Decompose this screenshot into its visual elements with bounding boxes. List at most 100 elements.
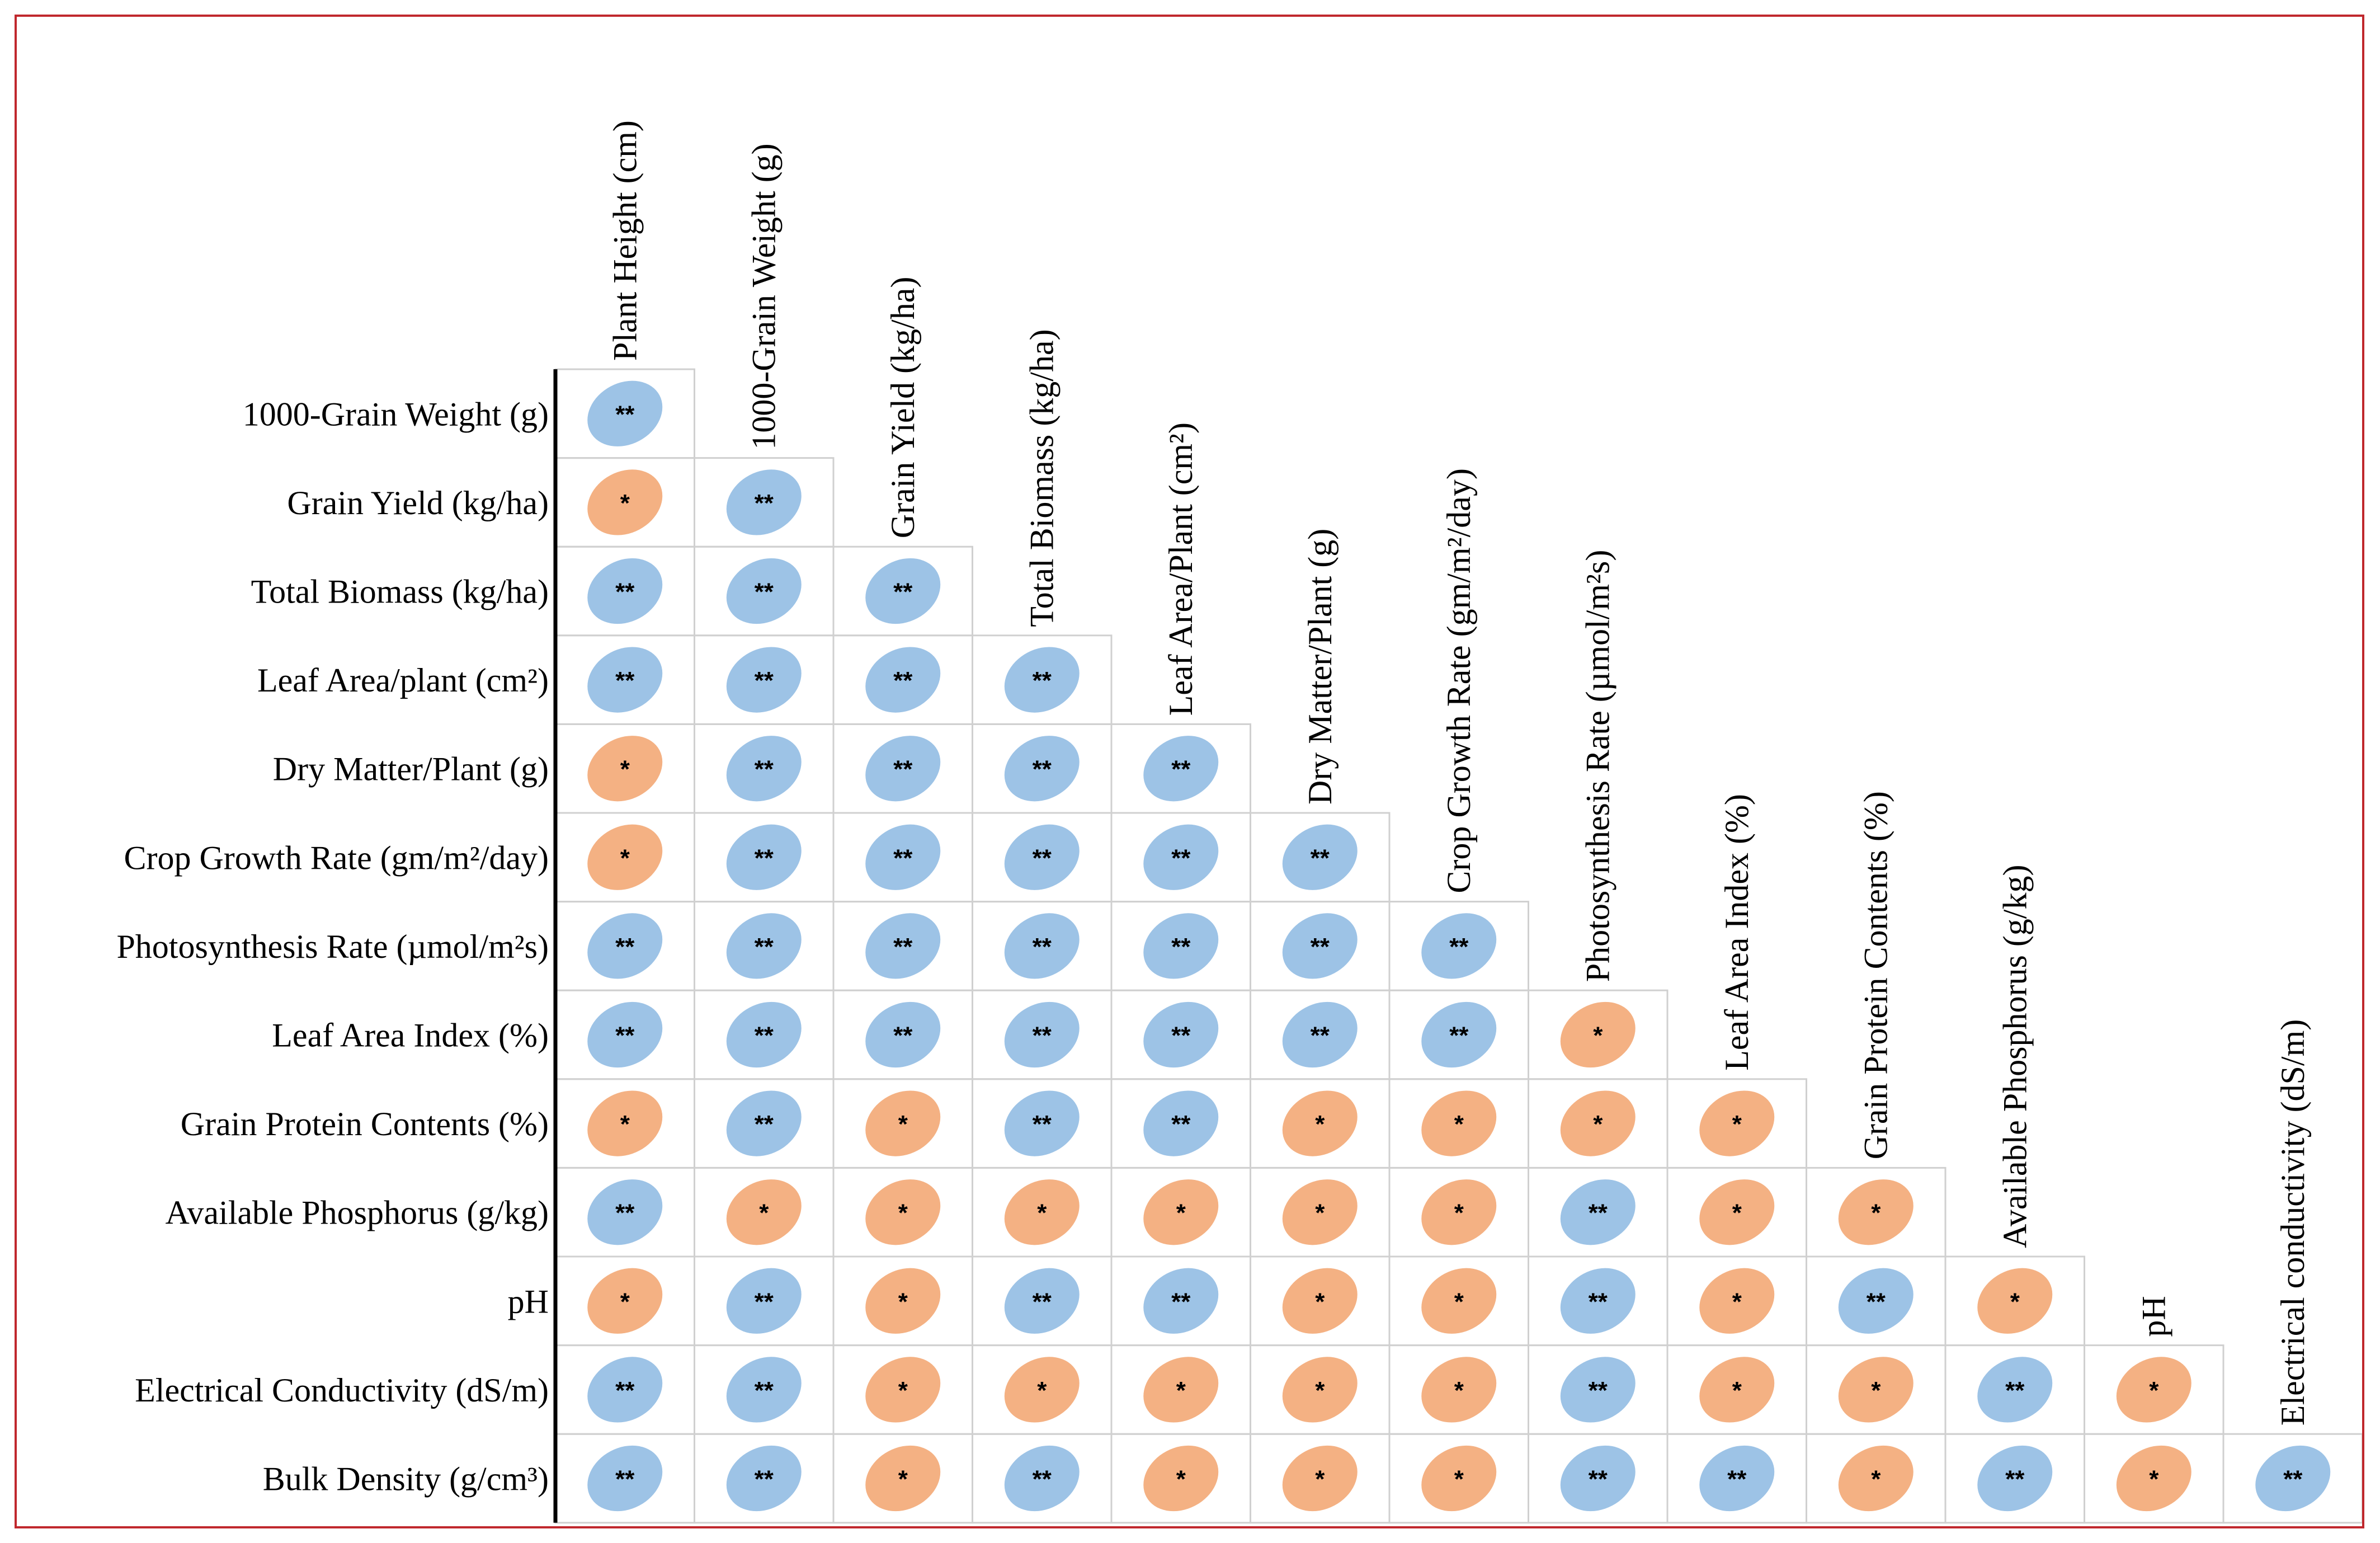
column-label: Plant Height (cm) [606, 120, 643, 361]
column-label: Grain Protein Contents (%) [1858, 791, 1894, 1159]
significance-mark: * [1454, 1288, 1464, 1315]
significance-mark: ** [1867, 1288, 1886, 1315]
row-label: Crop Growth Rate (gm/m²/day) [124, 839, 549, 876]
correlation-ellipse-blue [726, 913, 802, 979]
significance-mark: ** [755, 578, 774, 606]
correlation-ellipse-blue [1143, 913, 1219, 979]
row-label: pH [508, 1283, 549, 1320]
significance-mark: ** [1171, 756, 1191, 783]
correlation-ellipse-orange [587, 1268, 663, 1334]
row-label: Grain Yield (kg/ha) [287, 484, 549, 521]
correlation-ellipse-orange [1560, 1090, 1636, 1156]
column-label: Grain Yield (kg/ha) [884, 277, 921, 539]
correlation-ellipse-orange [1838, 1357, 1914, 1423]
significance-mark: ** [755, 844, 774, 872]
correlation-ellipse-blue [726, 1357, 802, 1423]
significance-mark: * [1732, 1288, 1742, 1315]
correlation-ellipse-blue [865, 558, 941, 624]
correlation-ellipse-blue [1838, 1268, 1914, 1334]
correlation-ellipse-blue [865, 647, 941, 713]
significance-mark: ** [1589, 1288, 1608, 1315]
row-label: Electrical Conductivity (dS/m) [135, 1372, 549, 1409]
row-label: Dry Matter/Plant (g) [273, 751, 549, 788]
correlation-ellipse-blue [726, 469, 802, 535]
significance-mark: * [898, 1288, 908, 1315]
correlation-ellipse-orange [865, 1268, 941, 1334]
significance-mark: ** [1449, 1022, 1469, 1050]
significance-mark: * [1732, 1111, 1742, 1138]
significance-mark: ** [1727, 1466, 1747, 1493]
significance-mark: ** [1033, 1022, 1052, 1050]
correlation-ellipse-blue [587, 647, 663, 713]
significance-mark: * [2010, 1288, 2020, 1315]
correlation-ellipse-orange [587, 736, 663, 802]
significance-mark: ** [615, 933, 635, 961]
correlation-ellipse-blue [726, 1268, 802, 1334]
significance-mark: * [1176, 1199, 1186, 1227]
correlation-ellipse-orange [1421, 1445, 1497, 1512]
row-label: Available Phosphorus (g/kg) [166, 1194, 549, 1231]
significance-mark: * [1454, 1466, 1464, 1493]
correlation-ellipse-blue [587, 1357, 663, 1423]
correlation-ellipse-blue [726, 1090, 802, 1156]
correlation-ellipse-blue [1560, 1268, 1636, 1334]
significance-mark: ** [1171, 1288, 1191, 1315]
correlation-ellipse-orange [587, 1090, 663, 1156]
correlation-ellipse-orange [1699, 1268, 1775, 1334]
significance-mark: ** [615, 578, 635, 606]
correlation-ellipse-blue [1143, 736, 1219, 802]
significance-mark: * [1732, 1377, 1742, 1404]
significance-mark: * [1037, 1199, 1047, 1227]
significance-mark: ** [1033, 844, 1052, 872]
correlation-ellipse-blue [1560, 1357, 1636, 1423]
significance-mark: ** [755, 490, 774, 517]
correlation-ellipse-orange [1699, 1179, 1775, 1245]
column-label: Photosynthesis Rate (µmol/m²s) [1580, 550, 1616, 982]
correlation-ellipse-orange [1282, 1090, 1358, 1156]
significance-mark: * [898, 1377, 908, 1404]
significance-mark: * [620, 844, 630, 872]
correlation-ellipse-blue [1560, 1179, 1636, 1245]
correlation-ellipse-blue [2255, 1445, 2331, 1512]
correlation-matrix: *** **** ** **** ** ** *** ** ** ** *** ** ** ** ** ***… [116, 120, 2362, 1524]
matrix-cell [2222, 1433, 2362, 1524]
correlation-ellipse-orange [1282, 1179, 1358, 1245]
correlation-ellipse-blue [1977, 1357, 2053, 1423]
correlation-ellipse-blue [1004, 1090, 1080, 1156]
significance-mark: * [620, 756, 630, 783]
significance-mark: ** [755, 1111, 774, 1138]
significance-mark: * [1593, 1022, 1603, 1050]
correlation-ellipse-orange [1421, 1357, 1497, 1423]
correlation-ellipse-blue [1282, 824, 1358, 890]
correlation-ellipse-blue [1421, 913, 1497, 979]
correlation-ellipse-orange [1838, 1445, 1914, 1512]
correlation-ellipse-blue [587, 1445, 663, 1512]
significance-mark: * [2149, 1466, 2159, 1493]
significance-mark: ** [755, 667, 774, 694]
correlation-ellipse-blue [1699, 1445, 1775, 1512]
correlation-ellipse-orange [1560, 1001, 1636, 1068]
correlation-ellipse-orange [1699, 1357, 1775, 1423]
significance-mark: * [2149, 1377, 2159, 1404]
significance-mark: ** [1311, 844, 1330, 872]
significance-mark: * [1176, 1466, 1186, 1493]
significance-mark: * [620, 490, 630, 517]
correlation-ellipse-blue [1282, 1001, 1358, 1068]
significance-mark: ** [1311, 1022, 1330, 1050]
correlation-ellipse-blue [726, 1001, 802, 1068]
correlation-ellipse-blue [1004, 913, 1080, 979]
significance-mark: ** [615, 1377, 635, 1404]
correlation-ellipse-blue [1143, 824, 1219, 890]
significance-mark: ** [893, 844, 913, 872]
significance-mark: ** [2283, 1466, 2303, 1493]
significance-mark: ** [2005, 1466, 2025, 1493]
correlation-ellipse-orange [865, 1357, 941, 1423]
significance-mark: ** [615, 1022, 635, 1050]
significance-mark: * [1315, 1466, 1325, 1493]
correlation-ellipse-blue [1004, 736, 1080, 802]
significance-mark: * [1315, 1288, 1325, 1315]
significance-mark: ** [893, 578, 913, 606]
correlation-ellipse-orange [865, 1179, 941, 1245]
significance-mark: ** [1171, 933, 1191, 961]
significance-mark: * [1871, 1199, 1881, 1227]
